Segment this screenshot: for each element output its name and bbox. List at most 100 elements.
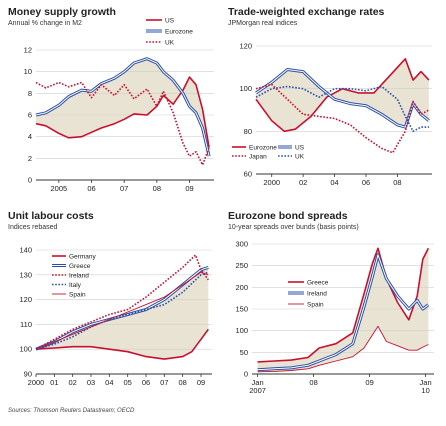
- series-line: [35, 76, 210, 148]
- x-tick-label: 08: [309, 378, 317, 387]
- y-tick-label: 100: [19, 345, 32, 354]
- legend-label-germany: Germany: [69, 253, 96, 260]
- x-tick-label: 08: [178, 378, 186, 387]
- exchange-rates-chart: 60 80 100 120 2000 02 04 06 08 Eurozone US Japan UK: [232, 42, 432, 187]
- bond-spreads-panel: Eurozone bond spreads 10-year spreads ov…: [228, 210, 440, 406]
- y-tick-label: 0: [244, 370, 248, 379]
- series-spain: [35, 271, 209, 350]
- x-tick-label: 07: [160, 378, 168, 387]
- x-tick-label: Jan: [252, 378, 264, 387]
- legend: Greece Ireland Spain: [288, 279, 329, 308]
- shaded-band: [256, 59, 429, 132]
- y-tick-label: 8: [28, 89, 32, 98]
- y-tick-label: 4: [28, 132, 32, 141]
- series-eurozone: [255, 57, 430, 133]
- y-tick-label: 0: [28, 176, 32, 185]
- series-line: [35, 271, 209, 350]
- x-tick-label: 08: [393, 178, 401, 187]
- series-line: [255, 57, 430, 133]
- chart-subtitle: Indices rebased: [8, 224, 58, 231]
- legend: US Eurozone UK: [146, 17, 193, 46]
- y-tick-label: 110: [20, 320, 32, 329]
- unit-labour-panel: Unit labour costs Indices rebased 90 100 1…: [8, 210, 218, 406]
- exchange-rates-panel: Trade-weighted exchange rates JPMorgan r…: [228, 6, 440, 206]
- series-germany: [35, 328, 209, 360]
- x-tick-label: 09: [197, 378, 205, 387]
- legend-label-us: US: [295, 144, 305, 151]
- legend-label-uk: UK: [295, 153, 305, 160]
- y-tick-label: 130: [19, 270, 32, 279]
- series-greece: [35, 265, 209, 351]
- legend-label-spain: Spain: [307, 301, 324, 308]
- chart-title: Unit labour costs: [8, 210, 94, 222]
- chart-title: Trade-weighted exchange rates: [228, 6, 385, 18]
- chart-subtitle: JPMorgan real indices: [228, 20, 298, 27]
- legend-label-greece: Greece: [307, 279, 329, 286]
- series-japan: [255, 83, 430, 154]
- y-tick-label: 120: [239, 42, 252, 51]
- x-tick-label: 06: [362, 178, 370, 187]
- series-line: [257, 325, 429, 373]
- legend-label-ireland: Ireland: [307, 290, 327, 297]
- chart-title: Eurozone bond spreads: [228, 210, 348, 222]
- x-tick-label: 2000: [263, 178, 280, 187]
- chart-subtitle: Annual % change in M2: [8, 20, 82, 27]
- x-tick-label: Jan: [420, 378, 432, 387]
- y-tick-label: 80: [244, 127, 252, 136]
- x-tick-label: 05: [123, 378, 131, 387]
- series-line-inner: [257, 254, 429, 371]
- series-us: [35, 76, 210, 148]
- legend-label-italy: Italy: [69, 282, 82, 289]
- x-tick-label: 10: [421, 386, 429, 395]
- y-tick-label: 300: [235, 240, 248, 249]
- legend-label-japan: Japan: [249, 153, 267, 160]
- y-tick-label: 200: [235, 283, 248, 292]
- series-line: [35, 81, 210, 166]
- series-uk: [35, 81, 210, 166]
- legend: Germany Greece Ireland Italy Spain: [52, 253, 96, 298]
- x-tick-label: 06: [142, 378, 150, 387]
- x-tick-label: 2000: [28, 378, 45, 387]
- shaded-band: [36, 58, 210, 157]
- series-italy: [35, 271, 209, 350]
- legend-label-eurozone: Eurozone: [249, 144, 277, 151]
- x-tick-label: 06: [87, 184, 95, 193]
- y-tick-label: 12: [24, 46, 32, 55]
- legend-label-uk: UK: [165, 39, 175, 46]
- y-tick-label: 100: [239, 84, 252, 93]
- series-line-inner: [35, 58, 210, 157]
- y-tick-label: 60: [244, 170, 252, 179]
- series-line: [35, 328, 209, 360]
- legend-label-ireland: Ireland: [69, 272, 89, 279]
- x-tick-label: 09: [365, 378, 373, 387]
- y-tick-label: 6: [28, 111, 32, 120]
- money-supply-panel: Money supply growth Annual % change in M…: [8, 6, 218, 206]
- series-greece: [257, 247, 430, 363]
- legend-label-eurozone: Eurozone: [165, 28, 193, 35]
- series-line: [255, 85, 429, 133]
- y-tick-label: 120: [19, 295, 32, 304]
- money-supply-chart: 0 2 4 6 8 10 12 2005 06 07 08 09 US Eurozone UK: [24, 17, 214, 193]
- x-tick-label: 07: [120, 184, 128, 193]
- y-tick-label: 50: [240, 348, 248, 357]
- unit-labour-chart: 90 100 110 120 130 140 2000 01 02 03 04 05 06 07 08 09 G…: [19, 246, 212, 387]
- legend-label-greece: Greece: [69, 263, 91, 270]
- y-tick-label: 2: [28, 154, 32, 163]
- series-eurozone: [35, 57, 211, 157]
- series-line-inner: [35, 266, 209, 350]
- legend-label-spain: Spain: [69, 291, 86, 298]
- y-tick-label: 140: [19, 246, 32, 255]
- x-tick-label: 03: [87, 378, 95, 387]
- y-tick-label: 100: [235, 326, 248, 335]
- x-tick-label: 2005: [51, 184, 68, 193]
- series-ireland: [35, 254, 209, 350]
- series-ireland: [257, 253, 430, 372]
- legend-label-us: US: [165, 17, 175, 24]
- x-tick-label: 01: [50, 378, 58, 387]
- x-tick-label: 02: [68, 378, 76, 387]
- y-tick-label: 250: [235, 261, 248, 270]
- x-tick-label: 08: [153, 184, 161, 193]
- x-tick-label: 09: [185, 184, 193, 193]
- x-tick-label: 04: [330, 178, 338, 187]
